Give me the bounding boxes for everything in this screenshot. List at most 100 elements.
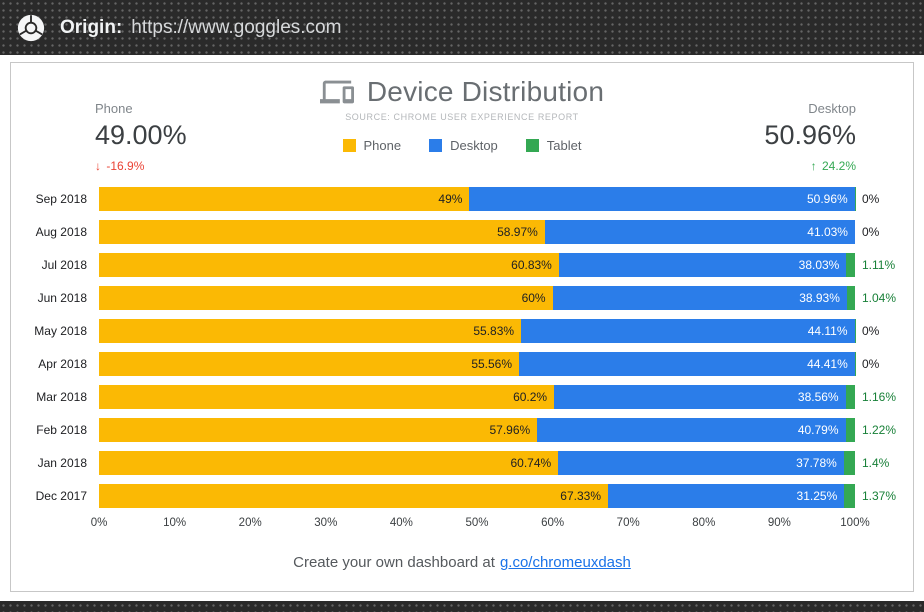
bar-track: 58.97% 41.03%	[99, 220, 855, 244]
legend-label: Tablet	[546, 138, 582, 153]
device-distribution-chart: Sep 2018 49% 50.96% 0% Aug 2018 58.97% 41.03% 0…	[11, 187, 913, 533]
phone-bar-segment: 67.33%	[99, 484, 608, 508]
category-label: Jul 2018	[41, 258, 87, 272]
chart-row: Mar 2018 60.2% 38.56% 1.16%	[11, 385, 913, 409]
chart-rows: Sep 2018 49% 50.96% 0% Aug 2018 58.97% 41.03% 0…	[11, 187, 913, 508]
tablet-bar-segment	[846, 286, 855, 310]
chart-row: Sep 2018 49% 50.96% 0%	[11, 187, 913, 211]
phone-bar-segment: 57.96%	[99, 418, 538, 442]
desktop-bar-segment: 38.03%	[558, 253, 847, 277]
bar-track: 67.33% 31.25%	[99, 484, 855, 508]
tablet-value-label: 1.22%	[862, 423, 897, 437]
tablet-value-label: 0%	[862, 324, 880, 338]
phone-stat-label: Phone	[95, 101, 133, 116]
origin-label: Origin:	[60, 16, 123, 38]
desktop-bar-segment: 38.56%	[554, 385, 846, 409]
bar-track: 55.56% 44.41%	[99, 352, 855, 376]
chart-row: Jan 2018 60.74% 37.78% 1.4%	[11, 451, 913, 475]
x-axis-tick-label: 0%	[90, 517, 108, 529]
legend-label: Phone	[363, 138, 402, 153]
desktop-bar-segment: 31.25%	[608, 484, 845, 508]
header-bar: Origin: https://www.goggles.com	[0, 0, 924, 55]
desktop-bar-segment: 41.03%	[544, 220, 855, 244]
chart-legend: Phone Desktop Tablet	[11, 138, 913, 153]
category-label: Mar 2018	[36, 390, 87, 404]
category-label: Apr 2018	[38, 357, 87, 371]
phone-bar-segment: 58.97%	[99, 220, 545, 244]
x-axis-tick-label: 70%	[616, 517, 640, 529]
chart-row: Dec 2017 67.33% 31.25% 1.37%	[11, 484, 913, 508]
tablet-value-label: 0%	[862, 357, 880, 371]
x-axis-tick-label: 30%	[314, 517, 338, 529]
category-label: Feb 2018	[36, 423, 87, 437]
dashboard-link[interactable]: g.co/chromeuxdash	[499, 554, 631, 571]
desktop-bar-segment: 50.96%	[469, 187, 855, 211]
desktop-summary-stat: Desktop 50.96% ↑ 24.2%	[764, 101, 856, 173]
bar-track: 60.74% 37.78%	[99, 451, 855, 475]
x-axis-tick-label: 90%	[767, 517, 791, 529]
origin-url: https://www.goggles.com	[131, 16, 342, 38]
desktop-bar-segment: 44.41%	[519, 352, 855, 376]
bar-track: 57.96% 40.79%	[99, 418, 855, 442]
x-axis-tick-label: 50%	[465, 517, 489, 529]
tablet-value-label: 1.04%	[862, 291, 897, 305]
tablet-value-label: 1.16%	[862, 390, 897, 404]
desktop-stat-change: ↑ 24.2%	[764, 159, 856, 173]
desktop-change-value: 24.2%	[821, 159, 856, 173]
desktop-bar-segment: 37.78%	[558, 451, 844, 475]
desktop-stat-value: 50.96%	[764, 120, 856, 150]
bar-track: 60.83% 38.03%	[99, 253, 855, 277]
category-label: Jan 2018	[37, 456, 87, 470]
tablet-bar-segment	[844, 484, 855, 508]
bar-track: 55.83% 44.11%	[99, 319, 855, 343]
dashboard-page: Phone 49.00% ↓ -16.9% Desktop 50.96% ↑ 2…	[0, 55, 924, 601]
legend-swatch	[525, 139, 539, 152]
chart-row: Apr 2018 55.56% 44.41% 0%	[11, 352, 913, 376]
x-axis: 0% 10% 20% 30% 40% 50% 60% 70% 80% 90% 100%	[91, 517, 870, 533]
legend-item-phone: Phone	[342, 138, 402, 153]
chart-source-caption: SOURCE: CHROME USER EXPERIENCE REPORT	[345, 112, 579, 122]
x-axis-tick-label: 40%	[389, 517, 413, 529]
desktop-bar-segment: 40.79%	[537, 418, 846, 442]
x-axis-tick-label: 60%	[541, 517, 565, 529]
phone-stat-value: 49.00%	[95, 120, 187, 150]
chart-row: Aug 2018 58.97% 41.03% 0%	[11, 220, 913, 244]
x-axis-tick-label: 10%	[163, 517, 187, 529]
card-footer: Create your own dashboard at g.co/chromeu…	[11, 554, 913, 571]
desktop-stat-label: Desktop	[808, 101, 856, 116]
phone-summary-stat: Phone 49.00% ↓ -16.9%	[95, 101, 187, 173]
category-label: Sep 2018	[35, 192, 87, 206]
phone-bar-segment: 49%	[99, 187, 470, 211]
phone-stat-change: ↓ -16.9%	[95, 159, 187, 173]
category-label: May 2018	[34, 324, 87, 338]
phone-bar-segment: 55.83%	[99, 319, 522, 343]
devices-icon	[319, 75, 354, 109]
up-arrow-icon: ↑	[810, 159, 817, 173]
tablet-value-label: 1.4%	[862, 456, 890, 470]
chart-row: Feb 2018 57.96% 40.79% 1.22%	[11, 418, 913, 442]
phone-bar-segment: 55.56%	[99, 352, 520, 376]
phone-bar-segment: 60%	[99, 286, 553, 310]
tablet-bar-segment	[843, 451, 855, 475]
tablet-value-label: 1.11%	[862, 258, 896, 272]
category-label: Jun 2018	[37, 291, 87, 305]
footer-text: Create your own dashboard at	[293, 554, 495, 571]
chart-row: May 2018 55.83% 44.11% 0%	[11, 319, 913, 343]
category-label: Dec 2017	[35, 489, 87, 503]
bar-track: 49% 50.96%	[99, 187, 855, 211]
legend-item-tablet: Tablet	[525, 138, 582, 153]
x-axis-tick-label: 20%	[238, 517, 262, 529]
desktop-bar-segment: 38.93%	[552, 286, 847, 310]
bar-track: 60.2% 38.56%	[99, 385, 855, 409]
legend-swatch	[429, 139, 443, 152]
device-distribution-card: Phone 49.00% ↓ -16.9% Desktop 50.96% ↑ 2…	[10, 62, 914, 592]
bar-track: 60% 38.93%	[99, 286, 855, 310]
legend-swatch	[342, 139, 356, 152]
chart-row: Jun 2018 60% 38.93% 1.04%	[11, 286, 913, 310]
tablet-value-label: 0%	[862, 225, 880, 239]
category-label: Aug 2018	[35, 225, 87, 239]
phone-bar-segment: 60.83%	[99, 253, 559, 277]
chrome-logo-icon	[16, 13, 46, 43]
down-arrow-icon: ↓	[95, 159, 101, 173]
